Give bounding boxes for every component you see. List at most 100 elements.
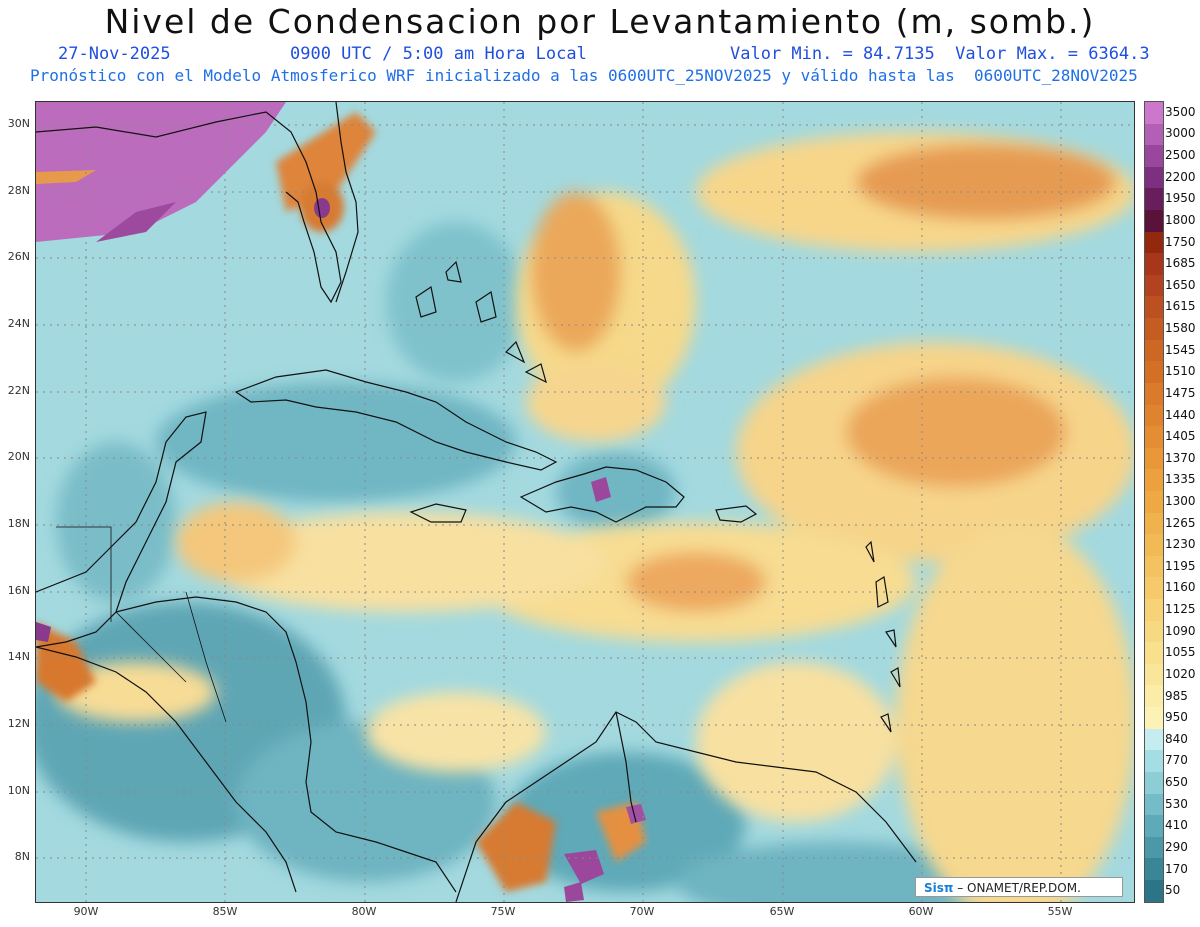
color-bar-label: 1800 (1165, 212, 1196, 227)
color-bar-swatch (1145, 490, 1163, 513)
purple-zones (36, 102, 646, 902)
lon-label: 60W (908, 905, 934, 918)
lat-label: 20N (7, 450, 30, 463)
credit-box: Sisπ – ONAMET/REP.DOM. (915, 877, 1123, 897)
color-bar-label: 985 (1165, 688, 1188, 703)
color-bar-swatch (1145, 685, 1163, 708)
lat-label: 28N (7, 184, 30, 197)
credit-text: – ONAMET/REP.DOM. (953, 881, 1081, 895)
forecast-date: 27-Nov-2025 (58, 44, 171, 64)
weather-map (35, 101, 1135, 903)
warm-regions (56, 132, 1134, 902)
color-bar-label: 1440 (1165, 407, 1196, 422)
color-bar-label: 1020 (1165, 666, 1196, 681)
forecast-time: 0900 UTC / 5:00 am Hora Local (290, 44, 587, 64)
color-bar-label: 1090 (1165, 623, 1196, 638)
color-bar-label: 1265 (1165, 515, 1196, 530)
lon-label: 75W (490, 905, 516, 918)
color-bar-label: 1580 (1165, 321, 1196, 336)
color-bar-swatch (1145, 145, 1163, 167)
map-field (36, 102, 1134, 902)
color-bar-swatch (1145, 879, 1163, 902)
color-bar-swatch (1145, 447, 1163, 470)
color-bar-swatch (1145, 210, 1163, 232)
color-bar-label: 1545 (1165, 342, 1196, 357)
color-bar-swatch (1145, 815, 1163, 837)
color-bar-label: 290 (1165, 839, 1188, 854)
lon-label: 70W (629, 905, 655, 918)
lat-label: 26N (7, 250, 30, 263)
color-bar-swatch (1145, 339, 1163, 362)
color-bar-swatch (1145, 512, 1163, 535)
color-bar-swatch (1145, 599, 1163, 621)
color-bar-label: 770 (1165, 753, 1188, 768)
color-bar-swatch (1145, 253, 1163, 275)
color-bar-swatch (1145, 620, 1163, 643)
lat-label: 30N (7, 117, 30, 130)
color-bar-label: 1510 (1165, 364, 1196, 379)
color-bar-swatch (1145, 404, 1163, 427)
color-bar-swatch (1145, 534, 1163, 556)
color-bar-swatch (1145, 166, 1163, 189)
color-bar-label: 1650 (1165, 277, 1196, 292)
lon-label: 85W (212, 905, 238, 918)
color-bar-label: 410 (1165, 818, 1188, 833)
color-bar-label: 1125 (1165, 602, 1196, 617)
lon-label: 80W (351, 905, 377, 918)
color-bar-label: 1300 (1165, 494, 1196, 508)
color-bar-swatch (1145, 750, 1163, 772)
color-bar-label: 1615 (1165, 299, 1196, 314)
color-bar-swatch (1145, 577, 1163, 600)
lat-label: 24N (7, 317, 30, 330)
color-bar-swatch (1145, 771, 1163, 794)
color-bar-label: 650 (1165, 775, 1188, 790)
color-bar-swatch (1145, 123, 1163, 146)
color-bar (1144, 101, 1164, 903)
color-bar-label: 1160 (1165, 580, 1196, 595)
lat-label: 14N (7, 650, 30, 663)
lat-label: 16N (7, 584, 30, 597)
color-bar-label: 1230 (1165, 537, 1196, 552)
lon-label: 65W (769, 905, 795, 918)
color-bar-label: 3500 (1165, 104, 1196, 119)
color-bar-label: 1195 (1165, 558, 1196, 573)
color-bar-label: 1405 (1165, 429, 1196, 444)
color-bar-label: 840 (1165, 731, 1188, 746)
color-bar-swatch (1145, 361, 1163, 383)
color-bar-label: 50 (1165, 883, 1181, 898)
color-bar-label: 530 (1165, 796, 1188, 811)
color-bar-swatch (1145, 858, 1163, 880)
color-bar-label: 170 (1165, 861, 1188, 876)
color-bar-label: 1370 (1165, 450, 1196, 465)
color-bar-swatch (1145, 296, 1163, 319)
min-max-values: Valor Min. = 84.7135 Valor Max. = 6364.3 (730, 44, 1150, 64)
color-bar-swatch (1145, 188, 1163, 211)
color-bar-swatch (1145, 663, 1163, 686)
color-bar-swatch (1145, 382, 1163, 405)
color-bar-swatch (1145, 707, 1163, 729)
lon-label: 90W (73, 905, 99, 918)
color-bar-label: 2500 (1165, 148, 1196, 163)
color-bar-label: 1950 (1165, 191, 1196, 206)
color-bar-label: 2200 (1165, 169, 1196, 184)
color-bar-swatch (1145, 102, 1163, 124)
color-bar-label: 950 (1165, 710, 1188, 725)
lon-label: 55W (1047, 905, 1073, 918)
color-bar-swatch (1145, 728, 1163, 751)
color-bar-swatch (1145, 793, 1163, 816)
grid-lines (36, 102, 1134, 902)
color-bar-label: 1685 (1165, 256, 1196, 271)
color-bar-label: 1335 (1165, 472, 1196, 487)
color-bar-swatch (1145, 231, 1163, 254)
coastlines (36, 102, 917, 902)
map-title: Nivel de Condensacion por Levantamiento … (104, 2, 1096, 41)
lat-label: 8N (14, 850, 30, 863)
color-bar-swatch (1145, 469, 1163, 491)
color-bar-label: 1055 (1165, 645, 1196, 660)
lat-label: 18N (7, 517, 30, 530)
color-bar-swatch (1145, 555, 1163, 578)
color-bar-swatch (1145, 836, 1163, 859)
color-bar-swatch (1145, 318, 1163, 340)
lat-label: 12N (7, 717, 30, 730)
model-info: Pronóstico con el Modelo Atmosferico WRF… (30, 66, 1138, 85)
